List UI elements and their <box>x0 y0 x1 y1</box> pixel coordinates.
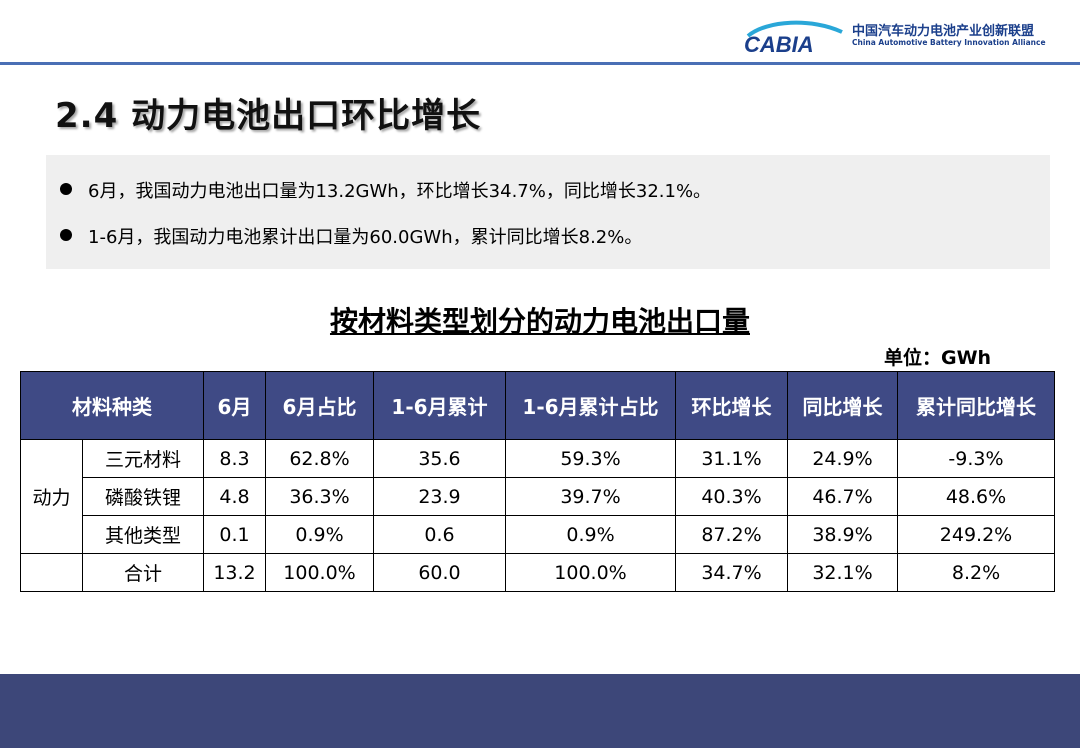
table-cell: 34.7% <box>675 553 788 592</box>
header-cell: 1-6月累计占比 <box>505 371 676 440</box>
header-cell: 材料种类 <box>20 371 204 440</box>
table-cell: 8.3 <box>203 439 266 478</box>
table-cell: 60.0 <box>373 553 506 592</box>
header-cell: 1-6月累计 <box>373 371 506 440</box>
table-cell: 40.3% <box>675 477 788 516</box>
cabia-logo: CABIA 中国汽车动力电池产业创新联盟 China Automotive Ba… <box>742 16 1046 56</box>
car-roof-icon: CABIA <box>744 20 843 56</box>
row-label: 其他类型 <box>82 515 204 554</box>
table-cell: 36.3% <box>265 477 374 516</box>
table-cell: 8.2% <box>897 553 1055 592</box>
table-cell: 32.1% <box>787 553 898 592</box>
table-row: 磷酸铁锂 4.8 36.3% 23.9 39.7% 40.3% 46.7% 48… <box>21 477 1055 516</box>
table-cell: 39.7% <box>505 477 676 516</box>
logo-mark: CABIA <box>744 32 814 56</box>
summary-item: 1-6月，我国动力电池累计出口量为60.0GWh，累计同比增长8.2%。 <box>60 223 642 249</box>
table-cell: 23.9 <box>373 477 506 516</box>
footer-band <box>0 674 1080 748</box>
group-blank-cell <box>20 553 83 592</box>
table-cell: 87.2% <box>675 515 788 554</box>
table-cell: 48.6% <box>897 477 1055 516</box>
table-row: 动力 三元材料 8.3 62.8% 35.6 59.3% 31.1% 24.9%… <box>20 439 1055 554</box>
table-cell: 31.1% <box>675 439 788 478</box>
bullet-icon <box>60 229 72 241</box>
table-cell: 62.8% <box>265 439 374 478</box>
summary-item: 6月，我国动力电池出口量为13.2GWh，环比增长34.7%，同比增长32.1%… <box>60 177 711 203</box>
table-header-row: 材料种类 6月 6月占比 1-6月累计 1-6月累计占比 环比增长 同比增长 累… <box>20 371 1055 440</box>
table-cell: 0.1 <box>203 515 266 554</box>
table-cell: 35.6 <box>373 439 506 478</box>
table-cell: 24.9% <box>787 439 898 478</box>
export-table: 材料种类 6月 6月占比 1-6月累计 1-6月累计占比 环比增长 同比增长 累… <box>20 371 1055 592</box>
table-cell: 46.7% <box>787 477 898 516</box>
group-label: 动力 <box>20 439 83 554</box>
table-cell: 249.2% <box>897 515 1055 554</box>
table-title: 按材料类型划分的动力电池出口量 <box>329 305 750 338</box>
table-cell: 4.8 <box>203 477 266 516</box>
header-cell: 同比增长 <box>787 371 898 440</box>
header-cell: 累计同比增长 <box>897 371 1055 440</box>
table-cell: 59.3% <box>505 439 676 478</box>
table-cell: 0.6 <box>373 515 506 554</box>
table-cell: 0.9% <box>265 515 374 554</box>
header-cell: 6月占比 <box>265 371 374 440</box>
row-label: 合计 <box>82 553 204 592</box>
table-cell: -9.3% <box>897 439 1055 478</box>
header-divider <box>0 62 1080 65</box>
row-label: 三元材料 <box>82 439 204 478</box>
org-name-en: China Automotive Battery Innovation Alli… <box>852 38 1046 47</box>
summary-text: 6月，我国动力电池出口量为13.2GWh，环比增长34.7%，同比增长32.1%… <box>88 181 712 202</box>
header-cell: 环比增长 <box>675 371 788 440</box>
table-cell: 0.9% <box>505 515 676 554</box>
table-cell: 13.2 <box>203 553 266 592</box>
table-cell: 38.9% <box>787 515 898 554</box>
header-cell: 6月 <box>203 371 266 440</box>
org-name-cn: 中国汽车动力电池产业创新联盟 <box>852 24 1035 39</box>
summary-text: 1-6月，我国动力电池累计出口量为60.0GWh，累计同比增长8.2%。 <box>88 227 643 248</box>
bullet-icon <box>60 183 72 195</box>
summary-box: 6月，我国动力电池出口量为13.2GWh，环比增长34.7%，同比增长32.1%… <box>46 155 1050 269</box>
table-row-total: 合计 13.2 100.0% 60.0 100.0% 34.7% 32.1% 8… <box>20 553 1055 592</box>
table-row: 其他类型 0.1 0.9% 0.6 0.9% 87.2% 38.9% 249.2… <box>21 515 1055 554</box>
page-title: 2.4 动力电池出口环比增长 <box>55 96 482 136</box>
unit-label: 单位：GWh <box>884 347 992 369</box>
table-cell: 100.0% <box>505 553 676 592</box>
row-label: 磷酸铁锂 <box>82 477 204 516</box>
table-cell: 100.0% <box>265 553 374 592</box>
